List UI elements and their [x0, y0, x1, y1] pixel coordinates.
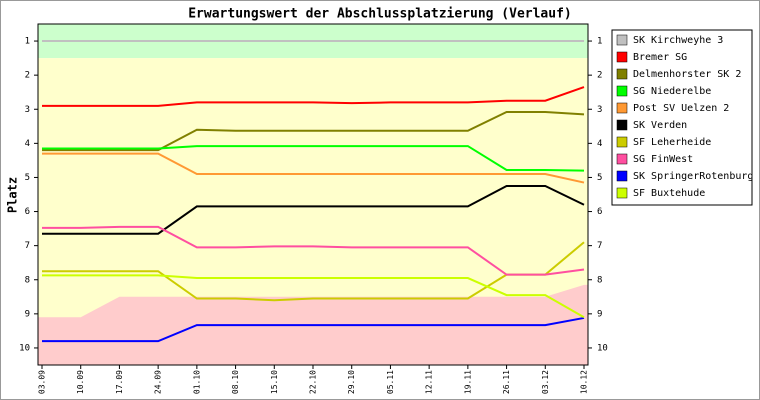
y-tick-label-right: 5 [597, 173, 602, 183]
y-tick-label: 6 [25, 207, 30, 217]
series-line [42, 152, 585, 184]
series-line [42, 225, 585, 276]
legend-swatch [616, 34, 628, 46]
y-tick-label-right: 1 [597, 37, 602, 47]
x-tick-label: 22.10 [309, 370, 318, 394]
y-tick-label-right: 2 [597, 71, 602, 81]
x-tick-label: 08.10 [231, 370, 240, 394]
legend-label: SG Niederelbe [633, 86, 711, 97]
plot-border [37, 23, 589, 366]
legend-label: SF Leherheide [633, 137, 711, 148]
y-tick-label-right: 10 [597, 343, 608, 353]
x-tick-label: 05.11 [386, 370, 395, 394]
y-tick-label: 3 [25, 105, 30, 115]
legend-swatch [616, 153, 628, 165]
series-line [42, 86, 585, 107]
y-axis-label: Platz [6, 177, 20, 213]
legend-label: SK Kirchweyhe 3 [633, 35, 723, 46]
y-tick-label: 1 [25, 37, 30, 47]
legend-label: SK Verden [633, 120, 687, 131]
y-tick-label: 4 [25, 139, 30, 149]
legend-label: SK SpringerRotenburg [633, 171, 753, 182]
y-tick-label: 8 [25, 275, 30, 285]
legend-label: SG FinWest [633, 154, 693, 165]
legend-swatch [616, 119, 628, 131]
x-tick-label: 15.10 [270, 370, 279, 394]
y-tick-label-right: 9 [597, 309, 602, 319]
legend-label: Post SV Uelzen 2 [633, 103, 729, 114]
series-line [42, 184, 585, 235]
legend-swatch [616, 51, 628, 63]
legend-label: Bremer SG [633, 52, 687, 63]
x-tick-label: 10.09 [76, 370, 85, 394]
legend-swatch [616, 85, 628, 97]
x-tick-label: 19.11 [463, 370, 472, 394]
y-tick-label: 10 [19, 343, 30, 353]
x-tick-label: 24.09 [154, 370, 163, 394]
x-tick-label: 03.09 [38, 370, 47, 394]
legend-label: SF Buxtehude [633, 188, 705, 199]
series-line [42, 145, 585, 172]
y-tick-label: 5 [25, 173, 30, 183]
y-tick-label: 9 [25, 309, 30, 319]
series-line [42, 316, 585, 343]
series-line [42, 274, 585, 319]
x-tick-label: 29.10 [347, 370, 356, 394]
y-tick-label-right: 6 [597, 207, 602, 217]
series-line [42, 241, 585, 302]
x-tick-label: 12.11 [425, 370, 434, 394]
series-line [42, 110, 585, 152]
legend-box [611, 29, 753, 206]
x-tick-label: 17.09 [115, 370, 124, 394]
legend-swatch [616, 68, 628, 80]
legend-swatch [616, 102, 628, 114]
legend-swatch [616, 170, 628, 182]
y-tick-label-right: 7 [597, 241, 602, 251]
legend-label: Delmenhorster SK 2 [633, 69, 741, 80]
x-tick-label: 03.12 [541, 370, 550, 394]
y-tick-label-right: 8 [597, 275, 602, 285]
legend-swatch [616, 187, 628, 199]
chart-title: Erwartungswert der Abschlussplatzierung … [188, 7, 572, 22]
legend-swatch [616, 136, 628, 148]
x-tick-label: 26.11 [502, 370, 511, 394]
y-tick-label: 7 [25, 241, 30, 251]
y-tick-label: 2 [25, 71, 30, 81]
x-tick-label: 01.10 [192, 370, 201, 394]
y-tick-label-right: 4 [597, 139, 602, 149]
x-tick-label: 10.12 [580, 370, 589, 394]
y-tick-label-right: 3 [597, 105, 602, 115]
